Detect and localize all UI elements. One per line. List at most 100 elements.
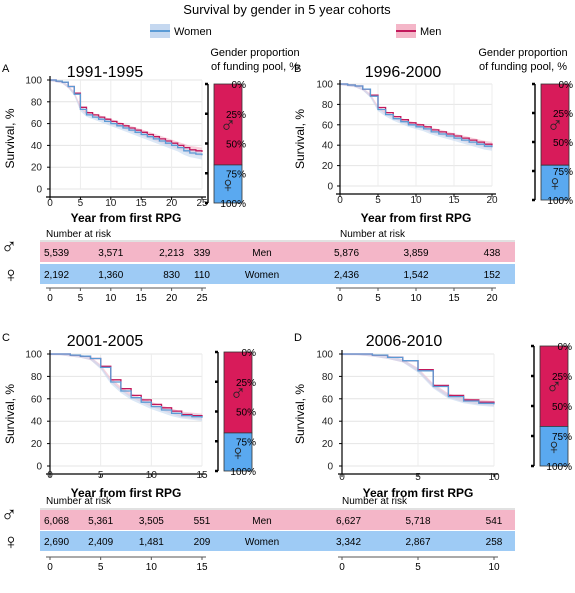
risk-x-tick-label: 5: [375, 293, 381, 304]
gridlines: [49, 353, 203, 467]
risk-count-women: 2,867: [405, 537, 430, 548]
x-axis-label: Year from first RPG: [363, 486, 474, 500]
male-symbol: ♂: [220, 112, 237, 137]
male-symbol: ♂: [230, 380, 247, 405]
y-tick: 60: [322, 120, 340, 131]
risk-count-women: 209: [194, 537, 211, 548]
risk-title: Number at risk: [46, 229, 112, 240]
x-tick: 10: [105, 197, 117, 209]
risk-x-tick-label: 0: [47, 293, 53, 304]
gender-tick-label: 0%: [559, 80, 574, 91]
risk-count-men: 3,505: [139, 516, 164, 527]
risk-table-row-1: ♂ ♀ Men Women Number at risk 5,539 2,192 3,571 1…: [1, 229, 515, 304]
risk-count-men: 3,571: [98, 248, 123, 259]
risk-x-tick-label: 20: [166, 293, 178, 304]
risk-count-men: 541: [486, 516, 503, 527]
risk-count-women: 258: [486, 537, 503, 548]
risk-x-tick-label: 10: [105, 293, 117, 304]
bar-segment-women: [213, 164, 243, 204]
y-tick-label: 80: [31, 97, 43, 108]
series-line-women: [342, 353, 495, 405]
bar-segment-women: [223, 432, 253, 472]
panel-title: 1991-1995: [67, 64, 144, 81]
x-axis-label: Year from first RPG: [71, 486, 182, 500]
gender-tick-label: 100%: [230, 467, 256, 478]
risk-x-tick-label: 15: [196, 562, 208, 573]
female-symbol: ♀: [220, 172, 237, 197]
panel-title: 2006-2010: [366, 333, 443, 350]
y-tick-label: 20: [322, 439, 334, 450]
risk-count-women: 2,690: [44, 537, 69, 548]
gender-proportion-bar: ♂ ♀ 0% 25% 50% 75% 100% Gender proportion of fun…: [205, 47, 300, 210]
gender-tick-label: 75%: [226, 169, 246, 180]
x-tick-label: 10: [105, 198, 117, 209]
y-tick: 80: [31, 97, 50, 108]
female-symbol: ♀: [230, 440, 247, 465]
risk-count-men: 5,718: [405, 516, 430, 527]
risk-count-men: 2,213: [159, 248, 184, 259]
y-tick: 80: [31, 372, 50, 383]
risk-female-symbol: ♀: [3, 262, 20, 287]
risk-row-women-bg: [40, 264, 515, 284]
gender-tick-label: 0%: [242, 348, 257, 359]
series-line-women: [50, 79, 203, 156]
band-men: [50, 354, 202, 420]
risk-label-men: Men: [252, 516, 271, 527]
risk-count-women: 830: [163, 270, 180, 281]
female-symbol: ♀: [546, 434, 563, 459]
risk-table-row-2: ♂♀ Men Women Number at risk 6,068 2,690 5,361 2…: [1, 496, 515, 573]
x-tick-label: 15: [196, 470, 208, 481]
risk-count-men: 6,627: [336, 516, 361, 527]
risk-label-men: Men: [252, 248, 271, 259]
gender-tick-label: 100%: [220, 199, 246, 210]
risk-count-men: 5,361: [88, 516, 113, 527]
y-tick-label: 40: [322, 141, 334, 152]
risk-row-men-bg: [40, 242, 515, 262]
panel-letter: B: [294, 63, 301, 75]
risk-count-women: 1,481: [139, 537, 164, 548]
y-tick-label: 100: [316, 350, 333, 361]
risk-x-tick-label: 20: [486, 293, 498, 304]
y-tick: 40: [31, 417, 50, 428]
risk-title: Number at risk: [46, 496, 112, 507]
x-tick: 15: [448, 194, 460, 206]
risk-count-women: 3,342: [336, 537, 361, 548]
risk-row-men-bg: [40, 510, 515, 530]
x-tick: 20: [486, 194, 498, 206]
risk-tables: ♂ ♀ Men Women Number at risk 5,539 2,192 3,571 1…: [1, 229, 515, 573]
risk-count-men: 438: [484, 248, 501, 259]
gender-tick-label: 50%: [226, 140, 246, 151]
x-tick: 10: [410, 194, 422, 206]
gridlines: [339, 83, 493, 187]
y-tick-label: 40: [322, 417, 334, 428]
risk-count-men: 5,539: [44, 248, 69, 259]
x-axis-label: Year from first RPG: [361, 211, 472, 225]
risk-count-women: 2,192: [44, 270, 69, 281]
gender-proportion-bar: ♂ ♀ 0% 25% 50% 75% 100%: [531, 342, 572, 473]
risk-x-tick-label: 10: [410, 293, 422, 304]
legend-women-label: Women: [174, 26, 212, 38]
y-tick: 0: [36, 462, 50, 473]
x-tick: 5: [78, 197, 84, 209]
x-tick-label: 10: [410, 195, 422, 206]
x-tick-label: 15: [136, 198, 148, 209]
y-tick: 0: [36, 185, 50, 196]
bar-segment-men: [540, 83, 570, 166]
y-tick-label: 100: [316, 80, 333, 91]
x-tick: 15: [196, 470, 208, 481]
gender-tick-label: 25%: [226, 110, 246, 121]
risk-count-men: 3,859: [403, 248, 428, 259]
risk-x-tick-label: 15: [448, 293, 460, 304]
panel-title: 1996-2000: [365, 64, 442, 81]
y-tick-label: 80: [322, 100, 334, 111]
x-tick: 0: [47, 470, 53, 481]
x-tick: 15: [136, 197, 148, 209]
y-tick: 40: [322, 417, 342, 428]
risk-count-women: 1,542: [403, 270, 428, 281]
y-tick: 60: [322, 394, 342, 405]
x-tick: 25: [196, 197, 208, 209]
risk-label-women: Women: [245, 537, 279, 548]
gender-tick-label: 75%: [236, 437, 256, 448]
panel-d: D 2006-2010 0 20 40 60 80 100 0 5 10 Year from firs…: [293, 332, 572, 500]
